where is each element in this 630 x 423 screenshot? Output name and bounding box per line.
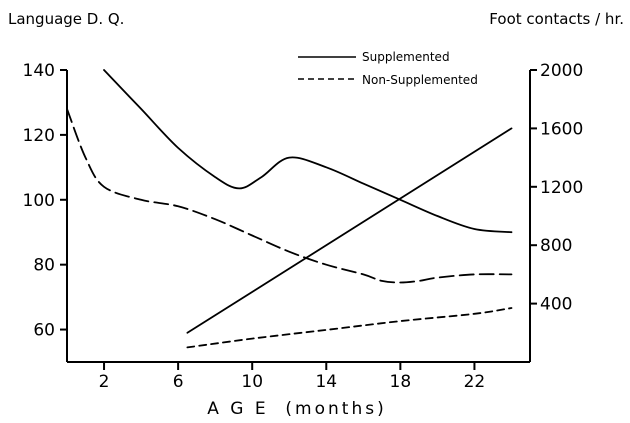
- x-tick-label: 22: [464, 372, 486, 392]
- left-y-tick-label: 120: [23, 126, 55, 146]
- left-axis-title: Language D. Q.: [8, 10, 124, 28]
- right-y-tick-label: 400: [540, 295, 572, 315]
- x-tick-label: 6: [173, 372, 184, 392]
- left-y-tick-label: 100: [23, 191, 55, 211]
- right-y-tick-label: 1600: [540, 119, 583, 139]
- series-layer: [66, 69, 513, 349]
- non-supplemented-dq-line: [66, 108, 513, 284]
- right-y-tick-label: 800: [540, 236, 572, 256]
- supplemented-dq-line: [103, 69, 513, 234]
- x-tick-label: 2: [99, 372, 110, 392]
- left-y-tick-label: 80: [33, 256, 55, 276]
- x-ticks: 2 6 10 14 18 22: [99, 362, 486, 392]
- left-y-ticks: 60 80 100 120 140: [23, 61, 67, 341]
- legend: Supplemented Non-Supplemented: [298, 50, 478, 87]
- supplemented-foot-contacts-line: [186, 127, 513, 334]
- x-tick-label: 10: [241, 372, 263, 392]
- x-tick-label: 18: [390, 372, 412, 392]
- right-y-tick-label: 1200: [540, 178, 583, 198]
- non-supplemented-foot-contacts-line: [186, 307, 513, 349]
- legend-label-non-supplemented: Non-Supplemented: [362, 73, 478, 87]
- right-y-tick-label: 2000: [540, 61, 583, 81]
- left-y-tick-label: 60: [33, 321, 55, 341]
- right-axis-title: Foot contacts / hr.: [489, 10, 624, 28]
- x-tick-label: 14: [315, 372, 337, 392]
- left-y-tick-label: 140: [23, 61, 55, 81]
- right-y-ticks: 400 800 1200 1600 2000: [530, 61, 583, 315]
- x-axis-title: A G E (months): [207, 399, 386, 419]
- legend-label-supplemented: Supplemented: [362, 50, 450, 64]
